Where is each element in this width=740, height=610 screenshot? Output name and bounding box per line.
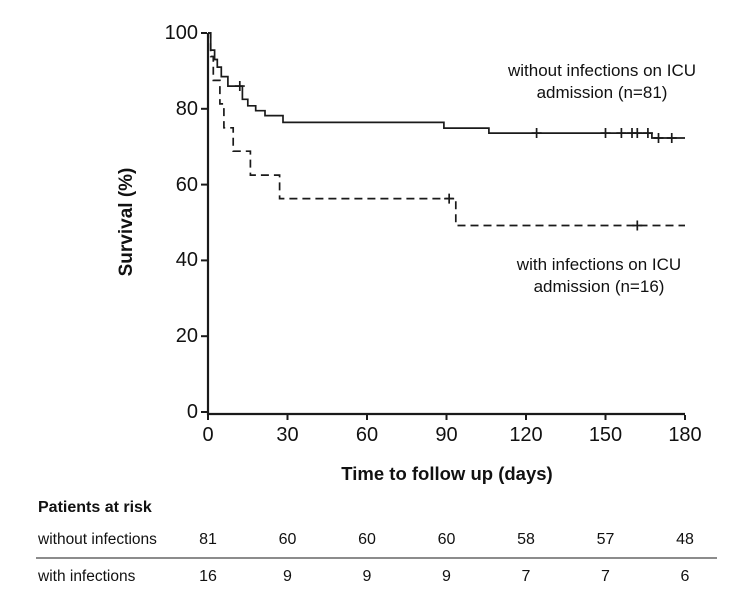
y-tick-label-100: 100 xyxy=(164,22,198,44)
legend-without-infections: without infections on ICU admission (n=8… xyxy=(487,60,717,104)
risk-row-label-with-infections: with infections xyxy=(38,568,136,585)
axes xyxy=(206,33,685,416)
risk-count-r0-t60: 60 xyxy=(358,531,376,548)
risk-count-r1-t150: 7 xyxy=(601,568,610,585)
risk-count-r0-t120: 58 xyxy=(517,531,535,548)
censor-mark xyxy=(616,128,627,139)
legend-with-infections-line2: admission (n=16) xyxy=(533,277,665,296)
risk-count-r0-t30: 60 xyxy=(278,531,297,548)
x-tick-label-30: 30 xyxy=(276,424,299,446)
legend-without-infections-line1: without infections on ICU xyxy=(507,61,697,80)
censor-mark xyxy=(531,128,542,139)
censor-marks xyxy=(234,81,677,231)
risk-count-r1-t30: 9 xyxy=(283,568,292,585)
y-tick-label-40: 40 xyxy=(175,249,198,272)
censor-mark xyxy=(632,220,643,231)
risk-count-r1-t0: 16 xyxy=(199,568,217,585)
risk-count-r1-t60: 9 xyxy=(362,568,372,585)
censor-mark xyxy=(444,193,455,204)
survival-curves xyxy=(208,32,685,227)
y-axis-title: Survival (%) xyxy=(116,167,137,277)
axis-lines xyxy=(206,33,685,416)
risk-count-r0-t0: 81 xyxy=(199,531,217,548)
risk-count-r1-t120: 7 xyxy=(521,568,531,585)
risk-count-r0-t90: 60 xyxy=(437,531,456,548)
x-tick-label-90: 90 xyxy=(435,424,458,446)
legend-with-infections-line1: with infections on ICU xyxy=(516,255,682,274)
x-tick-label-150: 150 xyxy=(588,424,623,446)
x-tick-label-60: 60 xyxy=(355,424,379,446)
censor-mark xyxy=(632,128,643,139)
curve-with-infections xyxy=(208,32,685,227)
risk-count-r1-t90: 9 xyxy=(442,568,451,585)
risk-count-r1-t180: 6 xyxy=(680,568,690,585)
x-tick-label-180: 180 xyxy=(668,424,702,446)
y-tick-label-0: 0 xyxy=(186,401,198,423)
y-tick-label-80: 80 xyxy=(175,97,198,120)
censor-mark xyxy=(600,128,611,139)
x-tick-label-120: 120 xyxy=(509,424,543,446)
risk-count-r0-t180: 48 xyxy=(676,531,694,548)
censor-mark xyxy=(653,132,664,143)
legend-without-infections-line2: admission (n=81) xyxy=(536,83,668,102)
x-axis-title: Time to follow up (days) xyxy=(341,463,553,484)
curve-without-infections xyxy=(208,32,685,139)
censor-mark xyxy=(666,132,677,143)
x-tick-label-0: 0 xyxy=(202,424,214,446)
y-tick-label-20: 20 xyxy=(175,325,198,348)
patients-at-risk-title: Patients at risk xyxy=(38,499,152,516)
y-tick-label-60: 60 xyxy=(175,173,198,196)
risk-row-label-without-infections: without infections xyxy=(38,531,157,548)
risk-count-r0-t150: 57 xyxy=(596,531,615,548)
censor-mark xyxy=(234,81,245,92)
axis-ticks xyxy=(201,32,686,420)
legend-with-infections: with infections on ICU admission (n=16) xyxy=(484,254,714,298)
censor-mark xyxy=(642,128,653,139)
